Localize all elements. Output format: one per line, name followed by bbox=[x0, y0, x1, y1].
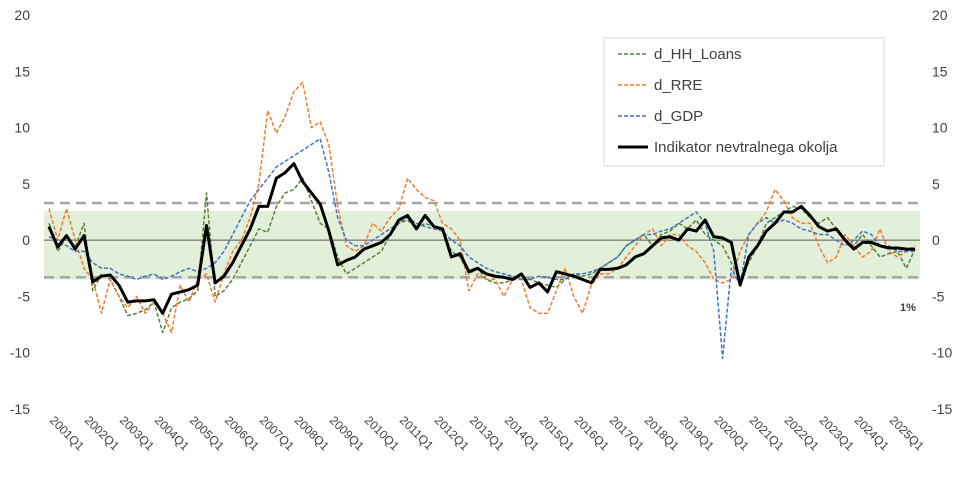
y-tick-right-15: 15 bbox=[932, 63, 948, 79]
x-tick-label: 2024Q1 bbox=[852, 413, 892, 453]
y-tick-right-5: 5 bbox=[932, 176, 940, 192]
y-tick-right--5: -5 bbox=[932, 288, 945, 304]
y-tick-left--15: -15 bbox=[10, 401, 30, 417]
x-tick-label: 2005Q1 bbox=[187, 413, 227, 453]
y-tick-right--10: -10 bbox=[932, 345, 952, 361]
y-tick-left--10: -10 bbox=[10, 345, 30, 361]
x-tick-label: 2021Q1 bbox=[747, 413, 787, 453]
legend-label-0: d_HH_Loans bbox=[654, 46, 742, 63]
x-tick-label: 2006Q1 bbox=[222, 413, 262, 453]
x-tick-label: 2003Q1 bbox=[117, 413, 157, 453]
series-line-3 bbox=[47, 162, 915, 315]
legend-label-3: Indikator nevtralnega okolja bbox=[654, 139, 838, 156]
x-tick-label: 2017Q1 bbox=[607, 413, 647, 453]
x-tick-label: 2007Q1 bbox=[257, 413, 297, 453]
x-tick-label: 2013Q1 bbox=[467, 413, 507, 453]
x-tick-label: 2016Q1 bbox=[572, 413, 612, 453]
x-tick-label: 2009Q1 bbox=[327, 413, 367, 453]
x-tick-label: 2025Q1 bbox=[887, 413, 927, 453]
series-line-1 bbox=[48, 81, 916, 334]
y-tick-right-10: 10 bbox=[932, 120, 948, 136]
x-tick-label: 2015Q1 bbox=[537, 413, 577, 453]
y-tick-right--15: -15 bbox=[932, 401, 952, 417]
y-tick-left-20: 20 bbox=[14, 7, 30, 23]
y-tick-right-0: 0 bbox=[932, 232, 940, 248]
x-tick-label: 2014Q1 bbox=[502, 413, 542, 453]
y-tick-left--5: -5 bbox=[18, 288, 31, 304]
y-tick-left-5: 5 bbox=[22, 176, 30, 192]
x-tick-label: 2022Q1 bbox=[782, 413, 822, 453]
legend-box bbox=[603, 37, 885, 167]
x-tick-label: 2002Q1 bbox=[82, 413, 122, 453]
x-tick-label: 2018Q1 bbox=[642, 413, 682, 453]
legend-label-2: d_GDP bbox=[654, 108, 703, 125]
series-line-2 bbox=[48, 138, 915, 360]
x-tick-label: 2019Q1 bbox=[677, 413, 717, 453]
series-line-0 bbox=[48, 177, 916, 334]
x-tick-label: 2020Q1 bbox=[712, 413, 752, 453]
x-tick-label: 2011Q1 bbox=[397, 413, 437, 453]
x-tick-label: 2010Q1 bbox=[362, 413, 402, 453]
y-tick-left-10: 10 bbox=[14, 120, 30, 136]
x-tick-label: 2004Q1 bbox=[152, 413, 192, 453]
y-tick-left-0: 0 bbox=[22, 232, 30, 248]
x-tick-label: 2001Q1 bbox=[47, 413, 87, 453]
legend-label-1: d_RRE bbox=[654, 77, 702, 94]
y-tick-right-20: 20 bbox=[932, 7, 948, 23]
x-tick-label: 2023Q1 bbox=[817, 413, 857, 453]
annotation-label: 1% bbox=[900, 302, 916, 314]
y-tick-left-15: 15 bbox=[14, 63, 30, 79]
x-tick-label: 2008Q1 bbox=[292, 413, 332, 453]
x-tick-label: 2012Q1 bbox=[432, 413, 472, 453]
